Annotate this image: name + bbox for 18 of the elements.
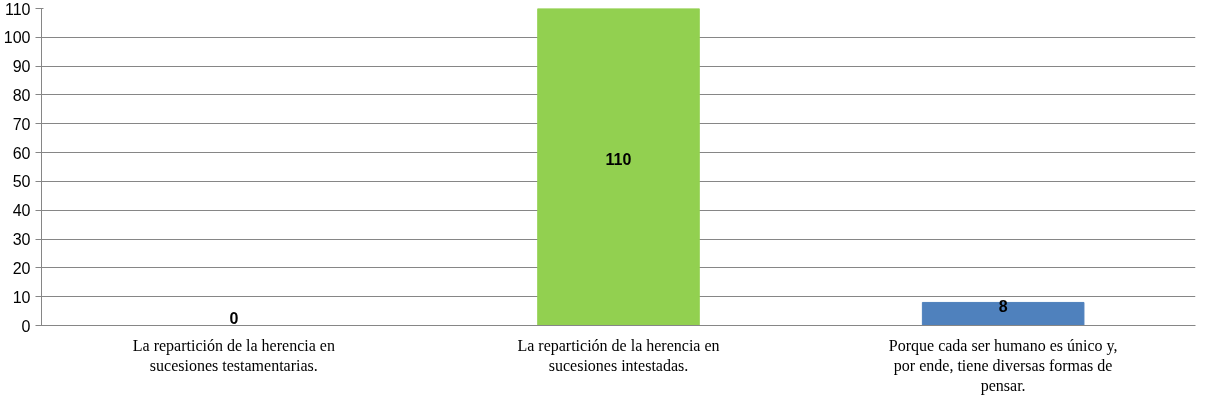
y-tick-label: 90 <box>12 58 31 76</box>
data-label: 8 <box>998 297 1008 315</box>
y-tick-label: 50 <box>12 173 31 191</box>
data-label: 0 <box>229 309 239 327</box>
x-tick-label: Porque cada ser humano es único y, por ende, tiene diversas formas de pensar. <box>888 336 1118 396</box>
y-tick-label: 60 <box>12 144 31 162</box>
y-tick-label: 20 <box>12 259 31 277</box>
y-tick-label: 80 <box>12 86 31 104</box>
y-tick-label: 110 <box>4 0 31 18</box>
x-tick-label: La repartición de la herencia en sucesiones intestadas. <box>517 336 720 374</box>
y-tick-label: 0 <box>21 317 31 335</box>
y-tick-label: 70 <box>12 115 31 133</box>
y-tick-label: 100 <box>3 29 31 47</box>
data-label: 110 <box>605 151 632 168</box>
x-tick-label: La repartición de la herencia en sucesiones testamentarias. <box>132 336 335 374</box>
y-tick-label: 40 <box>12 202 31 220</box>
y-tick-label: 30 <box>12 231 31 249</box>
y-tick-label: 10 <box>12 288 31 306</box>
